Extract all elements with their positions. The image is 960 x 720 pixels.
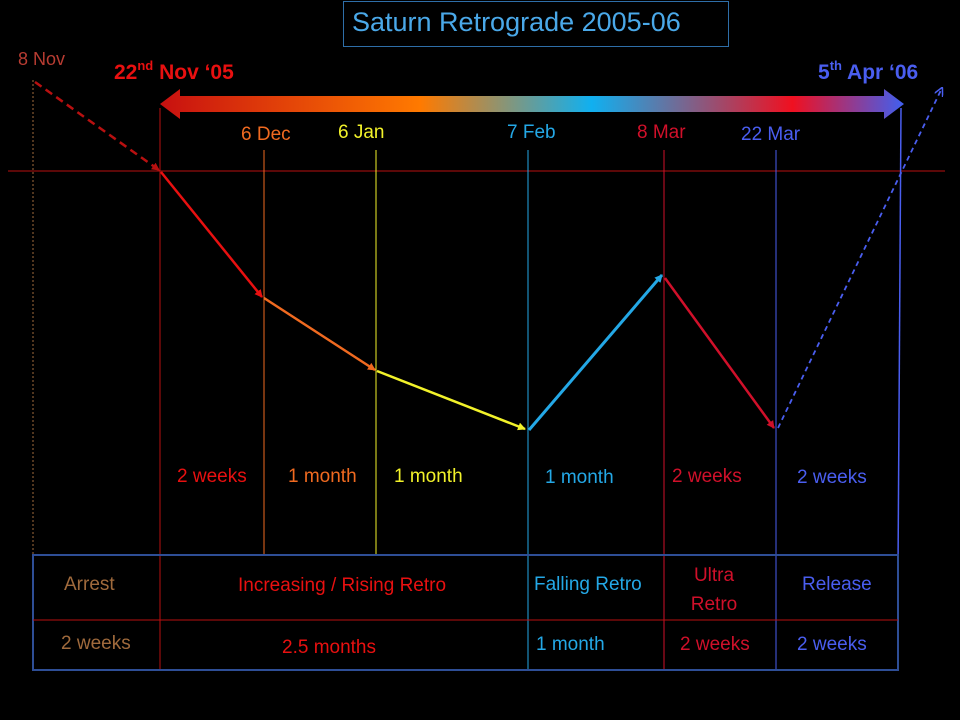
phase-name-ultra-retro: Ultra Retro	[690, 565, 738, 615]
page-title: Saturn Retrograde 2005-06	[352, 7, 681, 37]
vline-5apr	[897, 107, 902, 571]
date-label-6jan: 6 Jan	[338, 122, 385, 143]
date-label-8mar: 8 Mar	[637, 122, 686, 143]
duration-label: 1 month	[394, 466, 463, 487]
segment-jan-feb-arrow	[376, 369, 526, 431]
phase-duration-arrest: 2 weeks	[61, 633, 131, 654]
duration-label: 2 weeks	[672, 466, 742, 487]
pre-date-label: 8 Nov	[18, 49, 66, 69]
phase-name-rising-retro: Increasing / Rising Retro	[238, 575, 447, 596]
end-date-label: 5th Apr ‘06	[818, 58, 919, 84]
segment-arrest-arrow	[160, 171, 263, 298]
phase-duration-rising-retro: 2.5 months	[282, 637, 376, 658]
phase-duration-falling-retro: 1 month	[536, 634, 605, 655]
segment-falling-retro-arrow	[527, 274, 664, 431]
date-label-6dec: 6 Dec	[241, 124, 291, 145]
segment-dec-jan-arrow	[263, 296, 376, 372]
duration-label: 2 weeks	[177, 466, 247, 487]
duration-label: 1 month	[288, 466, 357, 487]
phase-name-arrest: Arrest	[64, 574, 115, 595]
release-arrow	[777, 88, 942, 429]
duration-label: 2 weeks	[797, 467, 867, 488]
phase-name-falling-retro: Falling Retro	[534, 574, 642, 595]
phase-name-release: Release	[802, 574, 872, 595]
phase-duration-release: 2 weeks	[797, 634, 867, 655]
duration-label: 1 month	[545, 467, 614, 488]
date-label-7feb: 7 Feb	[507, 122, 556, 143]
timeline-double-arrow	[160, 89, 904, 119]
segment-ultra-retro-arrow	[663, 277, 776, 429]
phase-duration-ultra-retro: 2 weeks	[680, 634, 750, 655]
phase-table-border	[32, 554, 899, 671]
date-label-22mar: 22 Mar	[741, 124, 801, 145]
title-box	[343, 1, 729, 47]
approach-arrow	[34, 80, 160, 172]
start-date-label: 22nd Nov ‘05	[114, 58, 234, 84]
